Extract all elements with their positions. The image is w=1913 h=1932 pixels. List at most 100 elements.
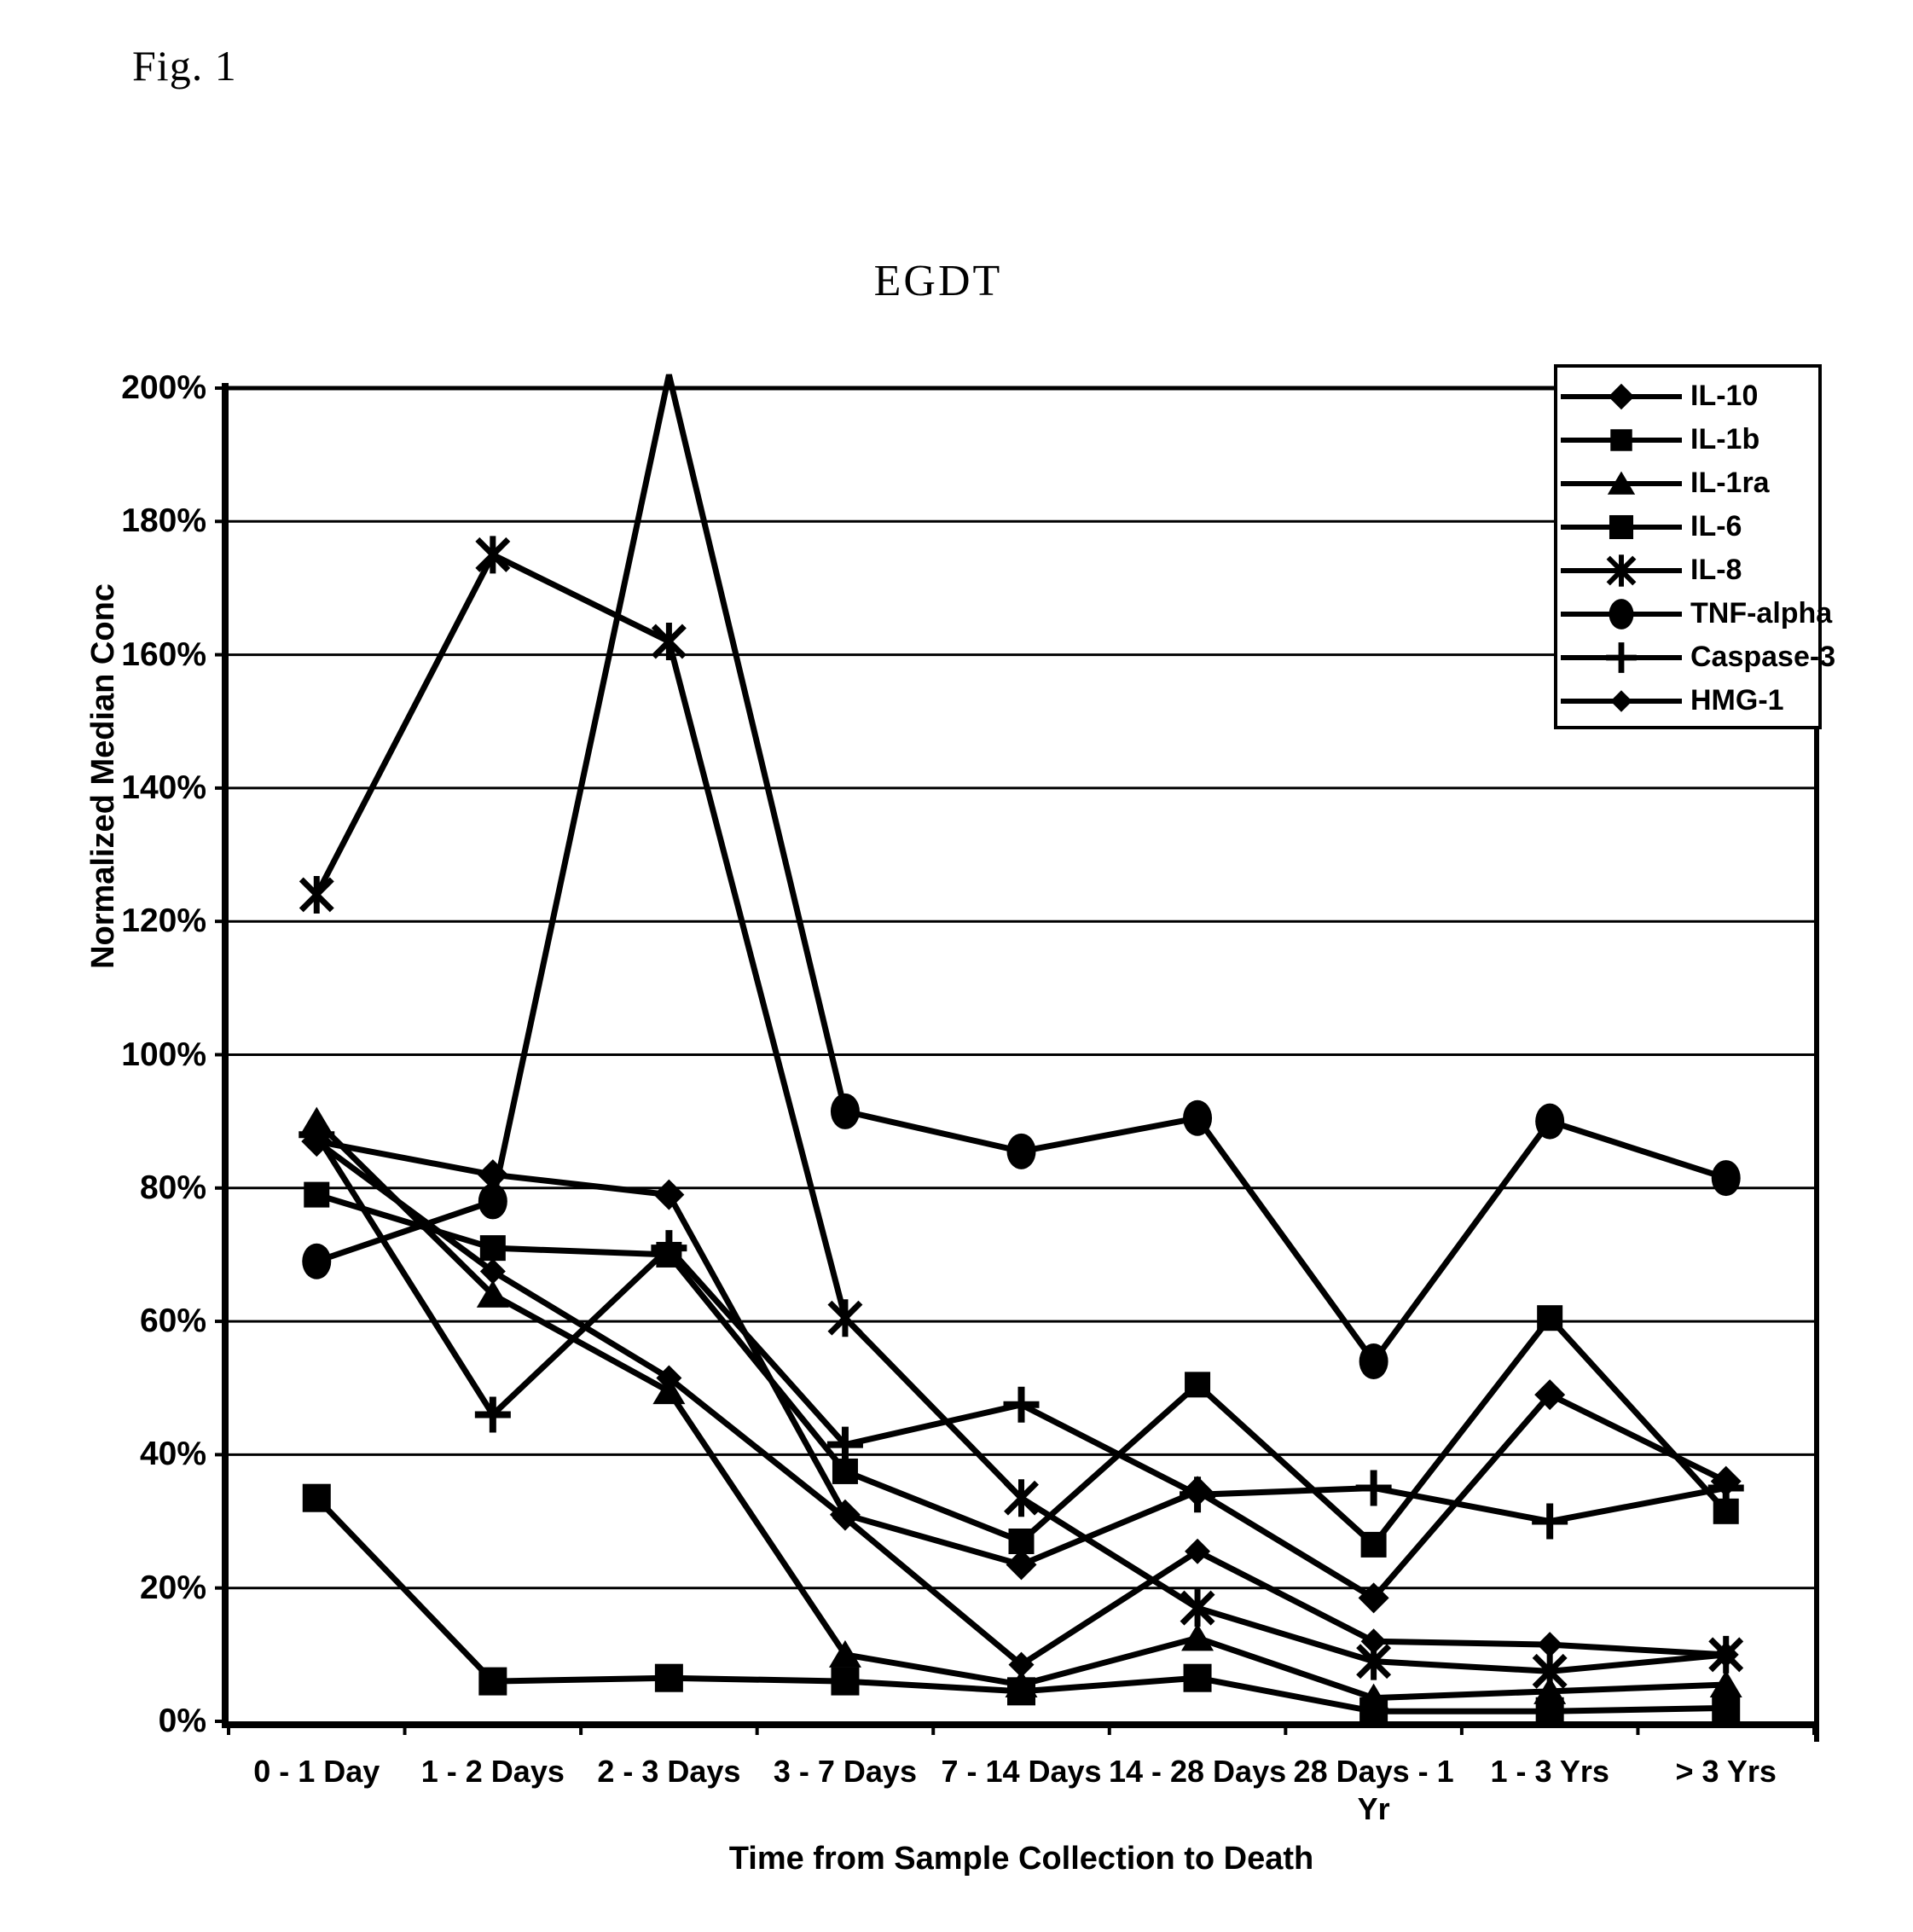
marker-IL-1b-6 xyxy=(1360,1531,1387,1558)
figure-number-label: Fig. 1 xyxy=(132,42,237,90)
legend-glyph-IL-1b xyxy=(1610,428,1632,451)
marker-IL-8-0 xyxy=(299,875,334,914)
legend-label-IL-6: IL-6 xyxy=(1690,510,1742,542)
y-tick-label-180%: 180% xyxy=(121,502,206,540)
marker-IL-1ra-1 xyxy=(476,1279,509,1308)
marker-IL-6-6 xyxy=(1359,1697,1388,1726)
legend-marker-Caspase-3-icon xyxy=(1561,641,1682,673)
legend-label-HMG-1: HMG-1 xyxy=(1690,684,1784,717)
marker-IL-6-3 xyxy=(831,1667,860,1696)
marker-IL-1b-0 xyxy=(304,1181,330,1208)
marker-IL-8-1 xyxy=(475,536,511,574)
legend-label-IL-8: IL-8 xyxy=(1690,554,1742,586)
series-line-TNF-alpha xyxy=(316,374,1727,1366)
legend-item-Caspase-3: Caspase-3 xyxy=(1557,635,1835,679)
legend-marker-HMG-1-icon xyxy=(1561,689,1682,712)
marker-Caspase-3-6 xyxy=(1355,1470,1392,1506)
legend-label-IL-10: IL-10 xyxy=(1690,380,1759,412)
marker-IL-6-8 xyxy=(1712,1693,1741,1722)
marker-IL-1ra-3 xyxy=(828,1639,861,1668)
marker-IL-10-6 xyxy=(1358,1582,1389,1614)
marker-IL-1b-7 xyxy=(1537,1305,1563,1332)
marker-IL-6-7 xyxy=(1535,1697,1564,1726)
marker-IL-6-4 xyxy=(1007,1677,1035,1706)
legend-item-IL-1b: IL-1b xyxy=(1557,418,1818,461)
legend-glyph-TNF-alpha xyxy=(1609,598,1634,629)
legend-marker-IL-1b-icon xyxy=(1561,428,1682,451)
marker-IL-10-7 xyxy=(1534,1379,1566,1411)
x-category-label-6: 28 Days - 1 Yr xyxy=(1293,1754,1454,1826)
marker-TNF-alpha-3 xyxy=(830,1093,860,1129)
marker-TNF-alpha-1 xyxy=(478,1183,507,1220)
marker-IL-6-5 xyxy=(1183,1663,1212,1692)
y-tick-label-140%: 140% xyxy=(121,769,206,806)
legend-item-IL-1ra: IL-1ra xyxy=(1557,461,1818,505)
legend-glyph-IL-6 xyxy=(1609,514,1634,539)
marker-IL-6-1 xyxy=(478,1667,507,1696)
marker-Caspase-3-1 xyxy=(474,1396,511,1433)
marker-IL-10-0 xyxy=(301,1126,333,1157)
marker-IL-8-6 xyxy=(1356,1642,1392,1680)
marker-HMG-1-6 xyxy=(1360,1628,1387,1655)
marker-Caspase-3-3 xyxy=(826,1426,863,1463)
x-category-label-7: 1 - 3 Yrs xyxy=(1490,1754,1609,1789)
marker-IL-10-1 xyxy=(477,1159,508,1191)
y-tick-label-160%: 160% xyxy=(121,635,206,673)
x-category-label-8: > 3 Yrs xyxy=(1675,1754,1777,1789)
y-tick-label-200%: 200% xyxy=(121,369,206,406)
legend-glyph-HMG-1 xyxy=(1610,689,1632,712)
marker-IL-1b-8 xyxy=(1713,1498,1739,1524)
x-category-label-2: 2 - 3 Days xyxy=(597,1754,741,1789)
series-line-Caspase-3 xyxy=(314,1133,1727,1525)
marker-IL-8-7 xyxy=(1532,1652,1568,1691)
legend-marker-TNF-alpha-icon xyxy=(1561,598,1682,629)
marker-HMG-1-1 xyxy=(479,1258,506,1285)
chart-title: EGDT xyxy=(873,257,1003,305)
y-tick-label-60%: 60% xyxy=(139,1303,206,1340)
legend-marker-IL-8-icon xyxy=(1561,554,1682,587)
legend-item-IL-8: IL-8 xyxy=(1557,548,1818,592)
marker-IL-1b-2 xyxy=(656,1241,682,1268)
marker-IL-1b-5 xyxy=(1185,1372,1211,1398)
y-tick-label-80%: 80% xyxy=(139,1169,206,1206)
x-category-label-5: 14 - 28 Days xyxy=(1108,1754,1287,1789)
legend-item-TNF-alpha: TNF-alpha xyxy=(1557,592,1832,635)
marker-HMG-1-5 xyxy=(1185,1538,1211,1564)
legend-marker-IL-6-icon xyxy=(1561,514,1682,539)
y-tick-label-20%: 20% xyxy=(139,1569,206,1606)
marker-IL-10-4 xyxy=(1006,1549,1037,1581)
x-category-label-4: 7 - 14 Days xyxy=(941,1754,1102,1789)
marker-HMG-1-2 xyxy=(656,1365,682,1391)
legend-item-IL-10: IL-10 xyxy=(1557,374,1818,418)
legend-label-Caspase-3: Caspase-3 xyxy=(1690,641,1836,673)
marker-HMG-1-4 xyxy=(1008,1651,1035,1678)
marker-IL-10-5 xyxy=(1182,1476,1214,1507)
marker-IL-10-2 xyxy=(653,1179,685,1210)
legend-label-IL-1b: IL-1b xyxy=(1690,423,1760,455)
legend-glyph-Caspase-3 xyxy=(1606,641,1637,673)
marker-IL-1ra-0 xyxy=(300,1106,333,1134)
marker-IL-8-5 xyxy=(1180,1589,1215,1627)
marker-IL-8-8 xyxy=(1708,1635,1744,1674)
legend-item-IL-6: IL-6 xyxy=(1557,505,1818,548)
marker-TNF-alpha-0 xyxy=(302,1243,332,1279)
x-axis-title: Time from Sample Collection to Death xyxy=(728,1841,1314,1877)
y-axis-line xyxy=(222,383,229,1728)
legend-glyph-IL-8 xyxy=(1606,554,1637,587)
marker-IL-10-3 xyxy=(829,1499,861,1530)
marker-HMG-1-7 xyxy=(1537,1632,1563,1658)
legend-item-HMG-1: HMG-1 xyxy=(1557,679,1818,722)
marker-IL-8-3 xyxy=(827,1299,863,1337)
marker-TNF-alpha-6 xyxy=(1359,1343,1388,1379)
marker-IL-1b-4 xyxy=(1008,1528,1035,1554)
y-tick-label-0%: 0% xyxy=(158,1703,206,1739)
legend-marker-IL-1ra-icon xyxy=(1561,471,1682,495)
marker-IL-8-2 xyxy=(651,622,687,660)
x-category-label-1: 1 - 2 Days xyxy=(420,1754,565,1789)
marker-IL-6-0 xyxy=(302,1483,331,1512)
y-tick-label-100%: 100% xyxy=(121,1036,206,1073)
marker-TNF-alpha-5 xyxy=(1183,1099,1213,1136)
y-tick-label-120%: 120% xyxy=(121,902,206,940)
